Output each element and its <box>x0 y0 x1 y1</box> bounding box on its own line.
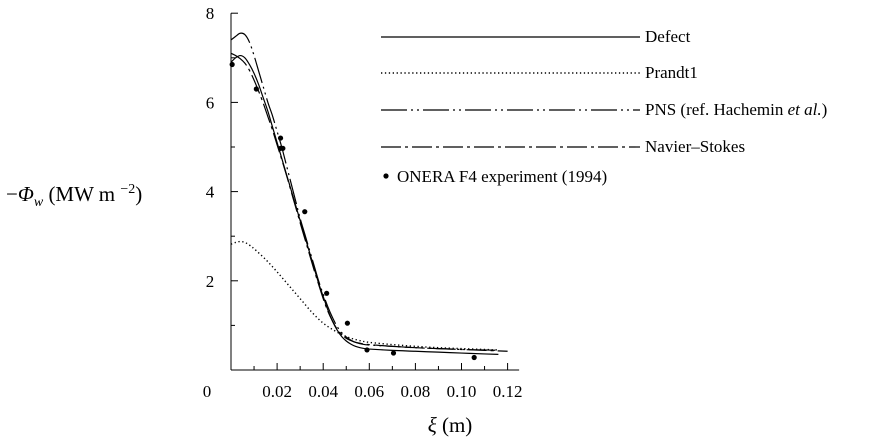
x-tick-label: 0.02 <box>262 382 292 401</box>
experiment-points <box>229 61 477 361</box>
legend-label-defect: Defect <box>645 27 691 46</box>
x-tick-label: 0.12 <box>493 382 523 401</box>
legend-label-pns-ref-hachemin-et-al: PNS (ref. Hachemin et al.) <box>645 100 827 119</box>
experiment-point <box>344 320 351 326</box>
experiment-point <box>364 347 370 353</box>
y-tick-label: 4 <box>206 183 215 202</box>
experiment-point <box>302 209 308 215</box>
experiment-point <box>471 354 477 361</box>
series-curves <box>230 32 508 355</box>
x-tick-label: 0.06 <box>354 382 384 401</box>
series-line-pns-ref-hachemin-et-al <box>230 32 499 351</box>
legend-label-onera-f4-experiment-1994: ONERA F4 experiment (1994) <box>397 167 607 186</box>
y-tick-label: 6 <box>206 93 215 112</box>
axis-labels: ξ (m) −Φw (MW m −2) <box>6 182 472 437</box>
y-axis-title: −Φw (MW m −2) <box>6 182 142 210</box>
y-tick-label: 8 <box>206 4 215 23</box>
experiment-point <box>280 145 286 151</box>
legend-label-prandt1: Prandt1 <box>645 63 698 82</box>
series-line-defect <box>230 54 499 355</box>
x-tick-label: 0.10 <box>447 382 477 401</box>
legend-marker-onera-f4-experiment-1994 <box>383 173 389 179</box>
experiment-point <box>229 61 235 68</box>
experiment-point <box>277 135 284 141</box>
x-axis-title: ξ (m) <box>428 413 473 437</box>
x-tick-label: 0.04 <box>308 382 338 401</box>
series-line-navier-stokes <box>230 52 508 352</box>
x-tick-label: 0.08 <box>401 382 431 401</box>
legend-label-navier-stokes: Navier–Stokes <box>645 137 745 156</box>
x-tick-label: 0 <box>203 382 212 401</box>
y-tick-label: 2 <box>206 272 215 291</box>
experiment-point <box>253 86 259 92</box>
experiment-point <box>324 290 330 296</box>
legend: Defect Prandt1 PNS (ref. Hachemin et al.) N… <box>381 27 827 186</box>
axes: 0 0.02 0.04 0.06 0.08 0.10 0.12 2 4 6 8 <box>203 4 523 401</box>
experiment-point <box>390 350 397 356</box>
series-line-prandt1 <box>230 240 499 351</box>
